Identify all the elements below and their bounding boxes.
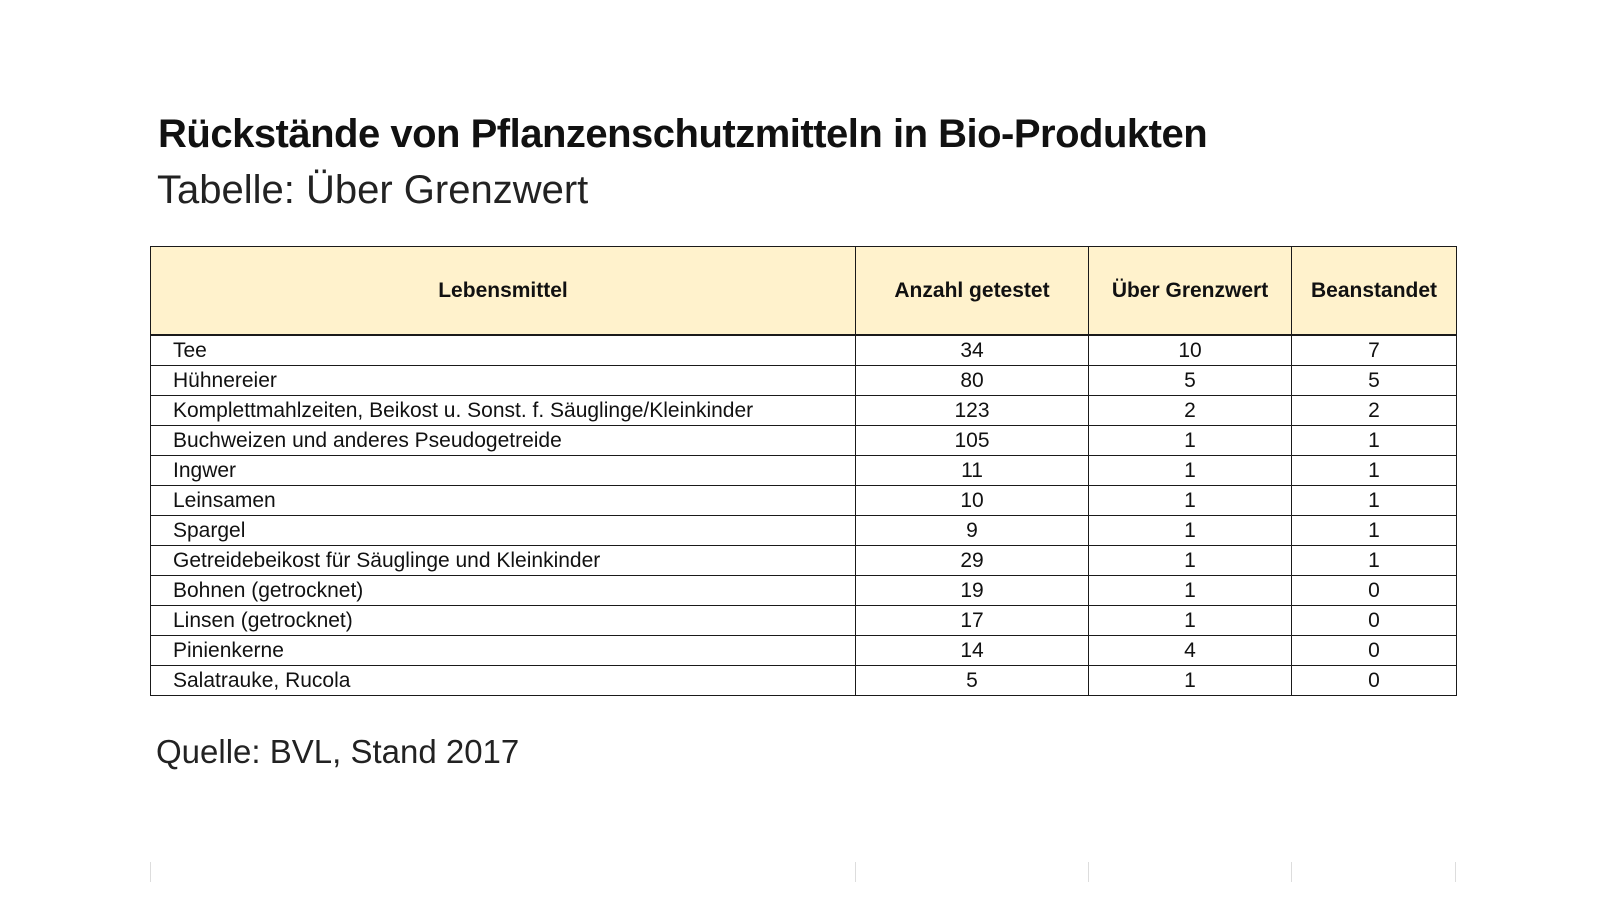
cell-anzahl-getestet: 123	[855, 395, 1089, 426]
cell-lebensmittel: Pinienkerne	[150, 635, 856, 666]
cell-beanstandet: 0	[1291, 635, 1457, 666]
cell-beanstandet: 1	[1291, 485, 1457, 516]
table-row: Ingwer 11 1 1	[150, 455, 1457, 486]
table-row: Pinienkerne 14 4 0	[150, 635, 1457, 666]
column-header-beanstandet: Beanstandet	[1291, 246, 1457, 336]
cell-anzahl-getestet: 17	[855, 605, 1089, 636]
cell-lebensmittel: Spargel	[150, 515, 856, 546]
cell-lebensmittel: Salatrauke, Rucola	[150, 665, 856, 696]
cell-lebensmittel: Leinsamen	[150, 485, 856, 516]
cell-beanstandet: 1	[1291, 455, 1457, 486]
cell-ueber-grenzwert: 1	[1088, 575, 1292, 606]
cell-ueber-grenzwert: 1	[1088, 665, 1292, 696]
faded-line	[1291, 862, 1292, 882]
chart-title: Rückstände von Pflanzenschutzmitteln in …	[158, 112, 1208, 156]
table-header-row: Lebensmittel Anzahl getestet Über Grenzw…	[150, 246, 1457, 336]
cell-anzahl-getestet: 105	[855, 425, 1089, 456]
cell-beanstandet: 0	[1291, 605, 1457, 636]
cell-anzahl-getestet: 29	[855, 545, 1089, 576]
cell-beanstandet: 5	[1291, 365, 1457, 396]
cell-beanstandet: 0	[1291, 665, 1457, 696]
table-body: Tee 34 10 7 Hühnereier 80 5 5 Komplettmahlzeiten…	[150, 334, 1457, 696]
cell-lebensmittel: Buchweizen und anderes Pseudogetreide	[150, 425, 856, 456]
cell-lebensmittel: Komplettmahlzeiten, Beikost u. Sonst. f.…	[150, 395, 856, 426]
cell-ueber-grenzwert: 1	[1088, 455, 1292, 486]
cell-anzahl-getestet: 11	[855, 455, 1089, 486]
faded-table-lines	[150, 862, 1456, 882]
cell-beanstandet: 2	[1291, 395, 1457, 426]
faded-line	[150, 862, 151, 882]
faded-line	[1455, 862, 1456, 882]
cell-lebensmittel: Bohnen (getrocknet)	[150, 575, 856, 606]
table-row: Linsen (getrocknet) 17 1 0	[150, 605, 1457, 636]
table-row: Hühnereier 80 5 5	[150, 365, 1457, 396]
cell-ueber-grenzwert: 1	[1088, 515, 1292, 546]
cell-ueber-grenzwert: 5	[1088, 365, 1292, 396]
cell-beanstandet: 1	[1291, 425, 1457, 456]
cell-ueber-grenzwert: 10	[1088, 334, 1292, 366]
table-row: Salatrauke, Rucola 5 1 0	[150, 665, 1457, 696]
column-header-ueber-grenzwert: Über Grenzwert	[1088, 246, 1292, 336]
cell-ueber-grenzwert: 4	[1088, 635, 1292, 666]
cell-anzahl-getestet: 80	[855, 365, 1089, 396]
cell-lebensmittel: Getreidebeikost für Säuglinge und Kleink…	[150, 545, 856, 576]
faded-line	[855, 862, 856, 882]
data-table: Lebensmittel Anzahl getestet Über Grenzw…	[150, 246, 1457, 696]
column-header-anzahl-getestet: Anzahl getestet	[855, 246, 1089, 336]
cell-ueber-grenzwert: 2	[1088, 395, 1292, 426]
cell-lebensmittel: Tee	[150, 334, 856, 366]
cell-ueber-grenzwert: 1	[1088, 425, 1292, 456]
source-note: Quelle: BVL, Stand 2017	[156, 733, 520, 770]
table-row: Komplettmahlzeiten, Beikost u. Sonst. f.…	[150, 395, 1457, 426]
table-row: Buchweizen und anderes Pseudogetreide 105…	[150, 425, 1457, 456]
cell-beanstandet: 7	[1291, 334, 1457, 366]
cell-beanstandet: 0	[1291, 575, 1457, 606]
cell-lebensmittel: Linsen (getrocknet)	[150, 605, 856, 636]
cell-anzahl-getestet: 9	[855, 515, 1089, 546]
cell-lebensmittel: Ingwer	[150, 455, 856, 486]
chart-subtitle: Tabelle: Über Grenzwert	[157, 168, 589, 212]
cell-ueber-grenzwert: 1	[1088, 545, 1292, 576]
cell-anzahl-getestet: 14	[855, 635, 1089, 666]
table-row: Spargel 9 1 1	[150, 515, 1457, 546]
cell-ueber-grenzwert: 1	[1088, 485, 1292, 516]
column-header-lebensmittel: Lebensmittel	[150, 246, 856, 336]
cell-beanstandet: 1	[1291, 515, 1457, 546]
table-row: Bohnen (getrocknet) 19 1 0	[150, 575, 1457, 606]
cell-anzahl-getestet: 10	[855, 485, 1089, 516]
cell-beanstandet: 1	[1291, 545, 1457, 576]
cell-ueber-grenzwert: 1	[1088, 605, 1292, 636]
cell-anzahl-getestet: 5	[855, 665, 1089, 696]
table-row: Getreidebeikost für Säuglinge und Kleink…	[150, 545, 1457, 576]
faded-line	[1088, 862, 1089, 882]
cell-anzahl-getestet: 19	[855, 575, 1089, 606]
cell-lebensmittel: Hühnereier	[150, 365, 856, 396]
table-row: Leinsamen 10 1 1	[150, 485, 1457, 516]
table-row: Tee 34 10 7	[150, 334, 1457, 366]
cell-anzahl-getestet: 34	[855, 334, 1089, 366]
